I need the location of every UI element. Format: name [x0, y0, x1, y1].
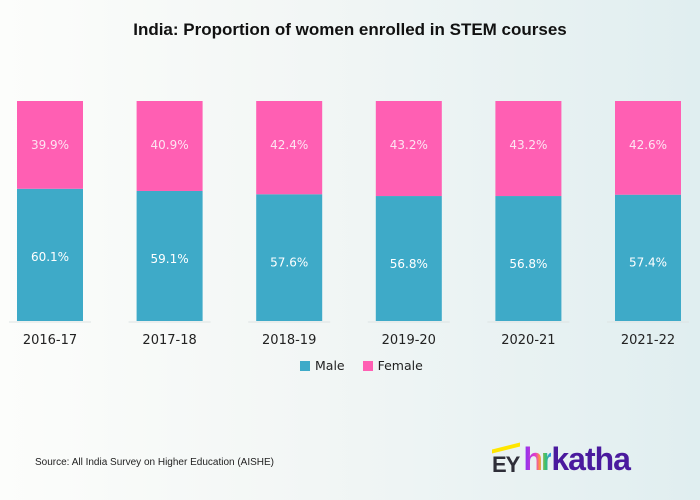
source-note: Source: All India Survey on Higher Educa… [35, 457, 275, 468]
legend-label-female: Female [377, 358, 423, 373]
bar-female-2021-22 [615, 101, 681, 195]
bar-male-2020-21 [495, 196, 562, 321]
legend: Male Female [300, 358, 441, 373]
logo-katha: katha [551, 441, 631, 477]
data-label-female: 42.6% [629, 138, 667, 152]
chart-title: India: Proportion of women enrolled in S… [133, 20, 567, 39]
legend-swatch-female [362, 360, 373, 371]
data-label-male: 57.6% [270, 255, 308, 269]
data-label-male: 56.8% [390, 257, 428, 271]
data-label-female: 40.9% [151, 138, 189, 152]
data-label-female: 43.2% [390, 138, 428, 152]
x-tick-label: 2019-20 [382, 333, 436, 348]
bar-female-2016-17 [17, 101, 83, 189]
data-label-female: 43.2% [509, 138, 547, 152]
data-label-male: 56.8% [509, 257, 547, 271]
logo-ey-text: EY [492, 452, 520, 477]
x-tick-label: 2021-22 [621, 333, 675, 348]
bar-female-2019-20 [375, 101, 442, 197]
legend-item-female: Female [362, 358, 423, 373]
bar-female-2018-19 [256, 101, 323, 195]
bar-male-2017-18 [136, 190, 203, 321]
data-label-male: 57.4% [629, 256, 667, 270]
ey-hrkatha-logo: EY hr katha [492, 438, 631, 478]
bar-male-2018-19 [256, 194, 323, 321]
logo-ey: EY [492, 442, 520, 478]
bar-male-2021-22 [615, 194, 681, 321]
legend-item-male: Male [300, 358, 345, 373]
x-tick-label: 2018-19 [262, 333, 316, 348]
legend-label-male: Male [315, 358, 345, 373]
logo-hr: hr [523, 441, 553, 477]
x-tick-label: 2020-21 [501, 333, 555, 348]
data-label-female: 39.9% [31, 138, 69, 152]
data-label-female: 42.4% [270, 138, 308, 152]
legend-swatch-male [300, 360, 310, 371]
x-tick-label: 2016-17 [23, 333, 77, 348]
bar-female-2017-18 [136, 101, 203, 191]
bar-male-2019-20 [375, 196, 442, 321]
data-label-male: 59.1% [151, 252, 189, 266]
data-label-male: 60.1% [31, 250, 69, 264]
bar-male-2016-17 [17, 188, 83, 321]
bar-female-2020-21 [495, 101, 562, 197]
x-tick-label: 2017-18 [142, 333, 196, 348]
